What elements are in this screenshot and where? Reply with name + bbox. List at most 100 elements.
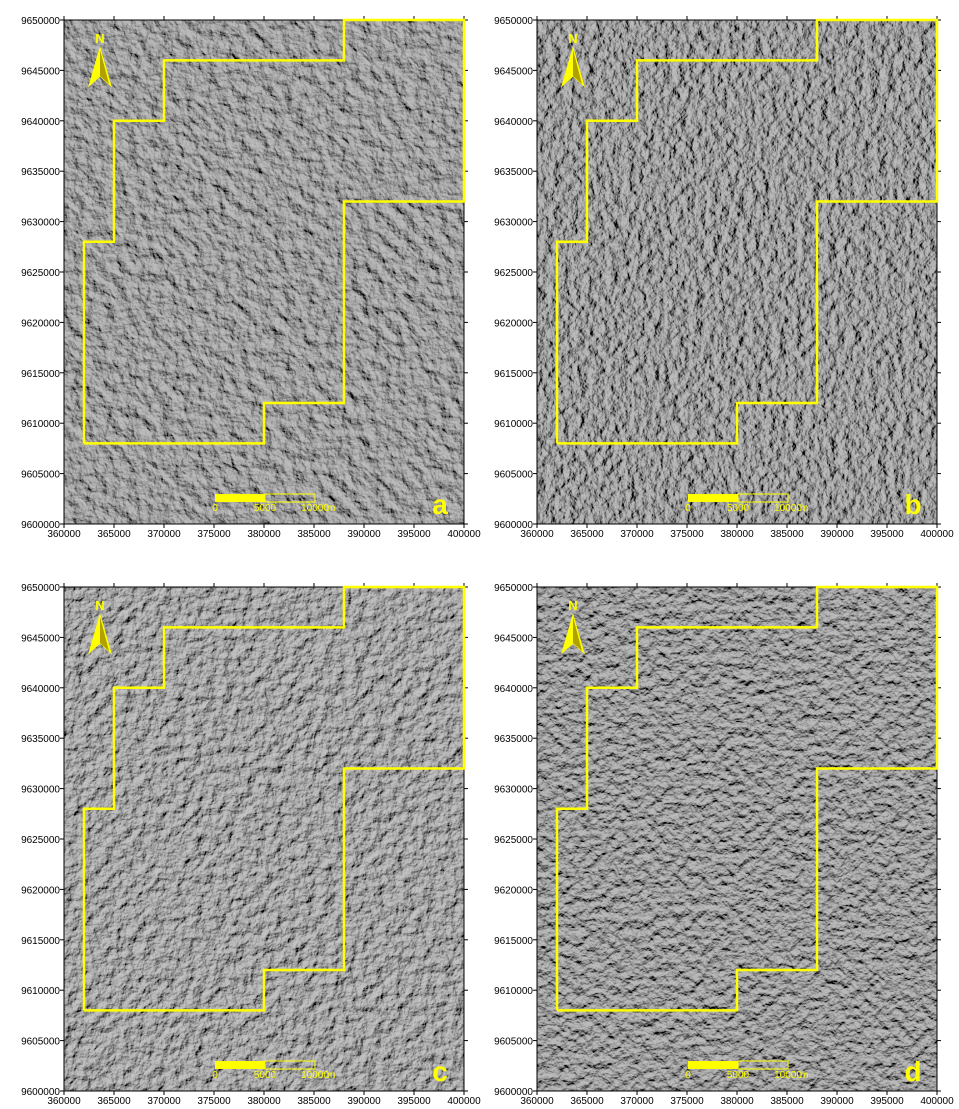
y-tick-label: 9615000 [21,936,60,947]
x-tick-label: 365000 [97,529,131,540]
y-tick-label: 9650000 [21,16,60,27]
y-tick-label: 9600000 [21,1087,60,1098]
figure: 3600003650003700003750003800003850003900… [0,0,959,1109]
y-tick-label: 9635000 [21,167,60,178]
x-tick-label: 385000 [297,529,331,540]
x-tick-label: 375000 [197,1096,231,1107]
scale-bar-label: 5000 [254,503,277,514]
x-tick-label: 390000 [347,529,381,540]
north-label: N [568,31,577,46]
x-tick-label: 365000 [97,1096,131,1107]
y-tick-label: 9645000 [21,66,60,77]
y-tick-label: 9650000 [21,583,60,594]
north-label: N [95,31,104,46]
scale-bar-unit: m [800,1070,808,1081]
x-tick-label: 390000 [347,1096,381,1107]
scale-bar-label: 10000 [301,1070,329,1081]
map-panel: 3600003650003700003750003800003850003900… [21,583,481,1107]
x-tick-label: 370000 [147,529,181,540]
scale-bar-label: 10000 [774,1070,802,1081]
scale-bar-label: 10000 [774,503,802,514]
y-tick-label: 9620000 [21,318,60,329]
hillshade-image [537,20,937,524]
y-tick-label: 9630000 [494,218,533,229]
y-tick-label: 9600000 [494,520,533,531]
north-label: N [568,598,577,613]
scale-bar-label: 0 [212,1070,218,1081]
scale-bar-label: 5000 [727,503,750,514]
panel-label: c [432,1056,448,1087]
scale-bar-solid [688,494,738,502]
x-tick-label: 380000 [247,529,281,540]
hillshade-image [64,20,464,524]
y-tick-label: 9605000 [21,1037,60,1048]
x-tick-label: 380000 [720,529,754,540]
y-tick-label: 9650000 [494,583,533,594]
x-tick-label: 375000 [670,1096,704,1107]
x-tick-label: 395000 [397,529,431,540]
x-tick-label: 370000 [620,529,654,540]
page: {"axes": {"xlim": [360000, 400000], "yli… [0,0,959,1109]
x-tick-label: 380000 [247,1096,281,1107]
hillshade-image [537,587,937,1091]
x-tick-label: 395000 [870,529,904,540]
scale-bar-label: 10000 [301,503,329,514]
y-tick-label: 9605000 [494,470,533,481]
x-tick-label: 375000 [670,529,704,540]
north-label: N [95,598,104,613]
panel-label: b [904,489,921,520]
scale-bar-solid [688,1061,738,1069]
y-tick-label: 9640000 [494,684,533,695]
x-tick-label: 385000 [297,1096,331,1107]
scale-bar-unit: m [327,503,335,514]
y-tick-label: 9620000 [21,885,60,896]
x-tick-label: 390000 [820,529,854,540]
scale-bar-solid [215,494,265,502]
y-tick-label: 9615000 [494,936,533,947]
y-tick-label: 9600000 [21,520,60,531]
y-tick-label: 9640000 [494,117,533,128]
x-tick-label: 400000 [920,1096,954,1107]
y-tick-label: 9650000 [494,16,533,27]
y-tick-label: 9630000 [494,785,533,796]
scale-bar-unit: m [327,1070,335,1081]
y-tick-label: 9610000 [494,986,533,997]
scale-bar-label: 0 [212,503,218,514]
y-tick-label: 9645000 [494,66,533,77]
x-tick-label: 365000 [570,1096,604,1107]
x-tick-label: 365000 [570,529,604,540]
y-tick-label: 9615000 [21,369,60,380]
y-tick-label: 9645000 [21,633,60,644]
x-tick-label: 400000 [447,529,481,540]
y-tick-label: 9630000 [21,218,60,229]
panel-label: a [432,489,448,520]
y-tick-label: 9640000 [21,684,60,695]
x-tick-label: 400000 [447,1096,481,1107]
y-tick-label: 9625000 [494,268,533,279]
y-tick-label: 9635000 [494,167,533,178]
x-tick-label: 370000 [147,1096,181,1107]
y-tick-label: 9635000 [494,734,533,745]
x-tick-label: 400000 [920,529,954,540]
scale-bar-unit: m [800,503,808,514]
scale-bar-label: 0 [685,1070,691,1081]
x-tick-label: 380000 [720,1096,754,1107]
x-tick-label: 375000 [197,529,231,540]
y-tick-label: 9605000 [494,1037,533,1048]
scale-bar-label: 0 [685,503,691,514]
y-tick-label: 9635000 [21,734,60,745]
y-tick-label: 9630000 [21,785,60,796]
x-tick-label: 395000 [870,1096,904,1107]
x-tick-label: 390000 [820,1096,854,1107]
x-tick-label: 385000 [770,1096,804,1107]
y-tick-label: 9640000 [21,117,60,128]
y-tick-label: 9605000 [21,470,60,481]
y-tick-label: 9600000 [494,1087,533,1098]
x-tick-label: 395000 [397,1096,431,1107]
x-tick-label: 370000 [620,1096,654,1107]
hillshade-image [64,587,464,1091]
scale-bar-solid [215,1061,265,1069]
